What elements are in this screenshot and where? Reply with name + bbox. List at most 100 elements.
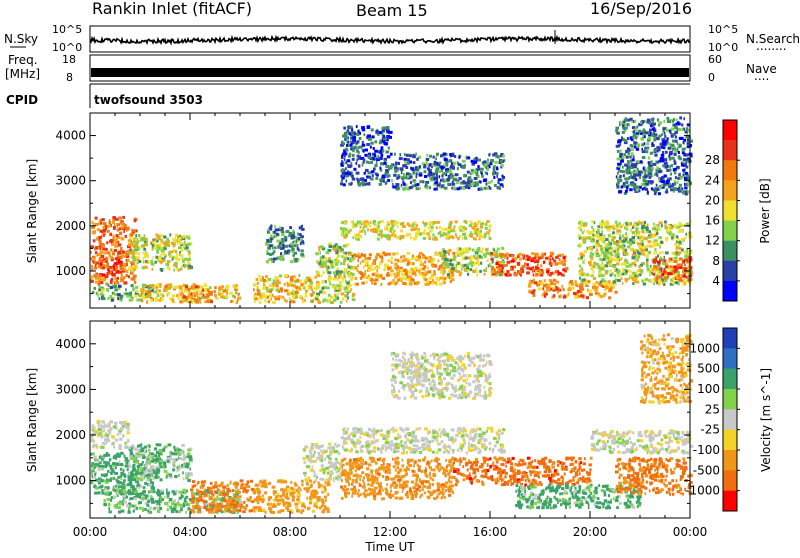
power-cell bbox=[259, 301, 261, 304]
power-cell bbox=[353, 141, 355, 144]
power-cell bbox=[456, 270, 460, 273]
power-cell bbox=[591, 220, 594, 223]
power-cell bbox=[127, 259, 130, 262]
power-cell bbox=[624, 164, 628, 167]
power-cell bbox=[424, 229, 426, 232]
power-cell bbox=[182, 260, 185, 263]
power-cell bbox=[656, 226, 659, 229]
power-cell bbox=[472, 172, 474, 175]
power-cell bbox=[132, 261, 136, 264]
power-cell bbox=[178, 239, 181, 242]
power-cell bbox=[236, 301, 239, 304]
power-cell bbox=[668, 147, 672, 150]
power-cell bbox=[450, 165, 452, 168]
power-cell bbox=[651, 142, 653, 145]
velocity-cell bbox=[116, 480, 119, 483]
power-cell bbox=[165, 288, 167, 291]
power-cell bbox=[436, 167, 440, 170]
power-cell bbox=[336, 268, 339, 271]
power-cell bbox=[606, 251, 610, 254]
power-cell bbox=[682, 191, 684, 194]
power-cell bbox=[507, 270, 510, 273]
power-cell bbox=[609, 288, 612, 291]
power-cell bbox=[412, 168, 414, 171]
power-cell bbox=[433, 270, 435, 273]
freq-panel: Freq. [MHz] 18 8 60 0 Nave .... bbox=[5, 53, 777, 84]
power-cell bbox=[645, 255, 649, 258]
power-cell bbox=[99, 260, 101, 263]
power-cell bbox=[368, 154, 370, 157]
power-cell bbox=[474, 170, 477, 173]
power-cell bbox=[438, 232, 442, 235]
power-cell bbox=[667, 117, 670, 120]
power-cell bbox=[676, 181, 678, 184]
power-cell bbox=[657, 255, 659, 258]
power-cell bbox=[390, 230, 392, 233]
power-cell bbox=[387, 221, 389, 224]
power-cell bbox=[322, 300, 324, 303]
power-cell bbox=[335, 296, 337, 299]
power-cell bbox=[559, 258, 561, 261]
power-cell bbox=[435, 171, 438, 174]
power-cell bbox=[668, 225, 671, 228]
power-cell bbox=[206, 300, 209, 303]
power-cell bbox=[285, 300, 288, 303]
power-cell bbox=[671, 185, 674, 188]
power-cell bbox=[113, 265, 115, 268]
power-cell bbox=[114, 239, 118, 242]
power-cell bbox=[419, 165, 421, 168]
power-cell bbox=[590, 252, 593, 255]
power-cell bbox=[459, 273, 462, 276]
power-cell bbox=[633, 239, 635, 242]
power-cell bbox=[455, 251, 457, 254]
freq-tick-top: 18 bbox=[62, 53, 76, 66]
power-cell bbox=[351, 175, 354, 178]
power-cell bbox=[611, 235, 614, 238]
power-cell bbox=[563, 288, 565, 291]
power-cell bbox=[318, 301, 321, 304]
power-cell bbox=[398, 187, 401, 190]
power-cell bbox=[155, 256, 157, 259]
power-cell bbox=[674, 270, 678, 273]
power-cell bbox=[403, 269, 407, 272]
power-cell bbox=[416, 158, 419, 161]
velocity-cell bbox=[92, 468, 94, 471]
power-cell bbox=[379, 255, 383, 258]
power-cell bbox=[459, 229, 461, 232]
power-cell bbox=[175, 237, 177, 240]
power-cell bbox=[356, 283, 359, 286]
power-cell bbox=[370, 142, 374, 145]
power-cell bbox=[605, 243, 608, 246]
power-cell bbox=[667, 229, 670, 232]
velocity-cell bbox=[102, 467, 104, 470]
power-cell bbox=[409, 154, 412, 157]
velocity-cell bbox=[127, 440, 130, 443]
power-cell bbox=[91, 275, 93, 278]
power-cell bbox=[426, 154, 428, 157]
power-cell bbox=[354, 233, 356, 236]
power-cell bbox=[138, 234, 141, 237]
power-ytick-label: 3000 bbox=[55, 174, 86, 188]
power-cell bbox=[132, 265, 135, 268]
power-cell bbox=[374, 282, 377, 285]
power-cell bbox=[218, 293, 221, 296]
power-cell bbox=[179, 300, 182, 303]
power-cell bbox=[638, 265, 641, 268]
power-cell bbox=[552, 287, 555, 290]
power-cell bbox=[413, 161, 416, 164]
power-cell bbox=[350, 288, 352, 291]
power-cell bbox=[424, 273, 427, 276]
power-cell bbox=[319, 265, 321, 268]
velocity-data bbox=[90, 333, 693, 514]
power-cell bbox=[390, 220, 393, 223]
power-cell bbox=[199, 297, 201, 300]
power-cell bbox=[294, 244, 296, 247]
power-cell bbox=[452, 181, 454, 184]
power-cell bbox=[650, 233, 653, 236]
power-cell bbox=[370, 229, 372, 232]
power-cell bbox=[436, 187, 438, 190]
power-cell bbox=[577, 290, 580, 293]
power-cell bbox=[350, 183, 352, 186]
